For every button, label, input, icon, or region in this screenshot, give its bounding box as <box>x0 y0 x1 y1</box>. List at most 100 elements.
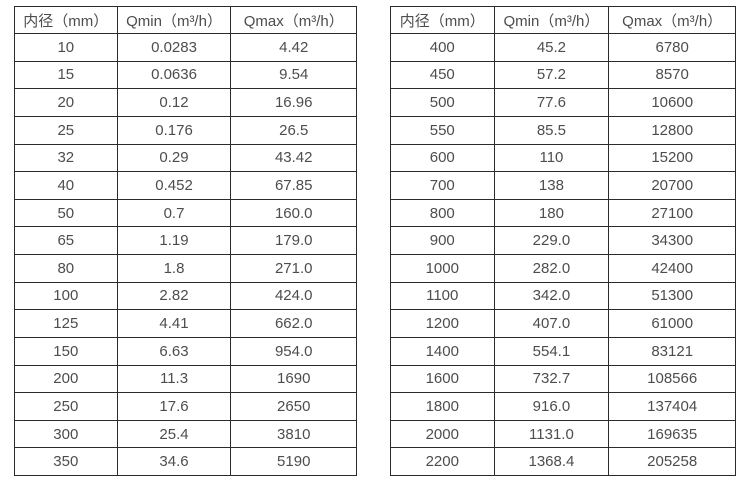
column-header: Qmin（m³/h） <box>116 6 232 34</box>
table-cell: 169635 <box>608 419 736 449</box>
table-cell: 300 <box>14 419 118 449</box>
table-row: 1600 732.7 108566 <box>390 364 736 394</box>
table-cell: 100 <box>14 281 118 311</box>
table-cell: 65 <box>14 226 118 255</box>
table-cell: 83121 <box>608 336 736 366</box>
table-row: 1000 282.0 42400 <box>390 254 736 283</box>
flow-spec-table-large-diameters: 内径（mm） Qmin（m³/h） Qmax（m³/h） 400 45.2 6780 450… <box>390 6 736 476</box>
table-cell: 8570 <box>608 60 736 90</box>
table-cell: 11.3 <box>116 364 232 394</box>
table-cell: 1000 <box>390 254 495 283</box>
column-header: Qmax（m³/h） <box>230 6 357 34</box>
table-cell: 34.6 <box>116 447 232 476</box>
table-cell: 15200 <box>608 143 736 173</box>
table-row: 200 11.3 1690 <box>14 364 357 394</box>
table-cell: 26.5 <box>230 115 357 145</box>
table-row: 150 6.63 954.0 <box>14 336 357 366</box>
table-cell: 2.82 <box>116 281 232 311</box>
table-row: 800 180 27100 <box>390 198 736 228</box>
table-cell: 600 <box>390 143 495 173</box>
table-row: 1400 554.1 83121 <box>390 336 736 366</box>
table-cell: 800 <box>390 198 495 228</box>
table-cell: 1800 <box>390 392 495 421</box>
table-cell: 137404 <box>608 392 736 421</box>
table-row: 1800 916.0 137404 <box>390 392 736 421</box>
table-row: 400 45.2 6780 <box>390 33 736 62</box>
table-cell: 125 <box>14 309 118 338</box>
table-cell: 9.54 <box>230 60 357 90</box>
table-cell: 550 <box>390 115 495 145</box>
table-row: 1100 342.0 51300 <box>390 281 736 311</box>
table-cell: 700 <box>390 171 495 200</box>
table-header-row: 内径（mm） Qmin（m³/h） Qmax（m³/h） <box>390 6 736 34</box>
column-header: Qmax（m³/h） <box>608 6 736 34</box>
table-cell: 110 <box>493 143 610 173</box>
table-cell: 407.0 <box>493 309 610 338</box>
table-cell: 900 <box>390 226 495 255</box>
table-cell: 77.6 <box>493 88 610 117</box>
table-cell: 43.42 <box>230 143 357 173</box>
table-row: 32 0.29 43.42 <box>14 143 357 173</box>
table-cell: 200 <box>14 364 118 394</box>
table-row: 80 1.8 271.0 <box>14 254 357 283</box>
table-cell: 424.0 <box>230 281 357 311</box>
table-cell: 17.6 <box>116 392 232 421</box>
table-cell: 160.0 <box>230 198 357 228</box>
table-row: 10 0.0283 4.42 <box>14 33 357 62</box>
table-cell: 0.452 <box>116 171 232 200</box>
table-row: 20 0.12 16.96 <box>14 88 357 117</box>
table-cell: 282.0 <box>493 254 610 283</box>
table-cell: 1600 <box>390 364 495 394</box>
table-cell: 1.8 <box>116 254 232 283</box>
table-row: 1200 407.0 61000 <box>390 309 736 338</box>
table-cell: 10 <box>14 33 118 62</box>
table-cell: 271.0 <box>230 254 357 283</box>
table-row: 25 0.176 26.5 <box>14 115 357 145</box>
column-header: Qmin（m³/h） <box>493 6 610 34</box>
table-row: 350 34.6 5190 <box>14 447 357 476</box>
table-cell: 15 <box>14 60 118 90</box>
table-cell: 25 <box>14 115 118 145</box>
flow-spec-table-small-diameters: 内径（mm） Qmin（m³/h） Qmax（m³/h） 10 0.0283 4.42 15… <box>14 6 357 476</box>
table-cell: 916.0 <box>493 392 610 421</box>
table-cell: 450 <box>390 60 495 90</box>
table-cell: 229.0 <box>493 226 610 255</box>
table-cell: 42400 <box>608 254 736 283</box>
table-cell: 1.19 <box>116 226 232 255</box>
table-cell: 2000 <box>390 419 495 449</box>
table-cell: 57.2 <box>493 60 610 90</box>
table-cell: 1400 <box>390 336 495 366</box>
table-cell: 50 <box>14 198 118 228</box>
table-cell: 80 <box>14 254 118 283</box>
table-row: 600 110 15200 <box>390 143 736 173</box>
table-row: 65 1.19 179.0 <box>14 226 357 255</box>
table-cell: 1690 <box>230 364 357 394</box>
table-cell: 40 <box>14 171 118 200</box>
table-cell: 3810 <box>230 419 357 449</box>
table-cell: 61000 <box>608 309 736 338</box>
table-cell: 34300 <box>608 226 736 255</box>
table-cell: 1368.4 <box>493 447 610 476</box>
table-cell: 85.5 <box>493 115 610 145</box>
table-row: 900 229.0 34300 <box>390 226 736 255</box>
table-cell: 6.63 <box>116 336 232 366</box>
table-cell: 5190 <box>230 447 357 476</box>
table-cell: 342.0 <box>493 281 610 311</box>
table-row: 450 57.2 8570 <box>390 60 736 90</box>
table-cell: 0.176 <box>116 115 232 145</box>
table-row: 300 25.4 3810 <box>14 419 357 449</box>
table-row: 250 17.6 2650 <box>14 392 357 421</box>
table-cell: 954.0 <box>230 336 357 366</box>
table-cell: 205258 <box>608 447 736 476</box>
table-cell: 0.0283 <box>116 33 232 62</box>
table-cell: 45.2 <box>493 33 610 62</box>
table-cell: 16.96 <box>230 88 357 117</box>
table-cell: 27100 <box>608 198 736 228</box>
table-row: 2000 1131.0 169635 <box>390 419 736 449</box>
table-row: 500 77.6 10600 <box>390 88 736 117</box>
table-cell: 500 <box>390 88 495 117</box>
table-row: 2200 1368.4 205258 <box>390 447 736 476</box>
table-cell: 4.41 <box>116 309 232 338</box>
column-header: 内径（mm） <box>14 6 118 34</box>
